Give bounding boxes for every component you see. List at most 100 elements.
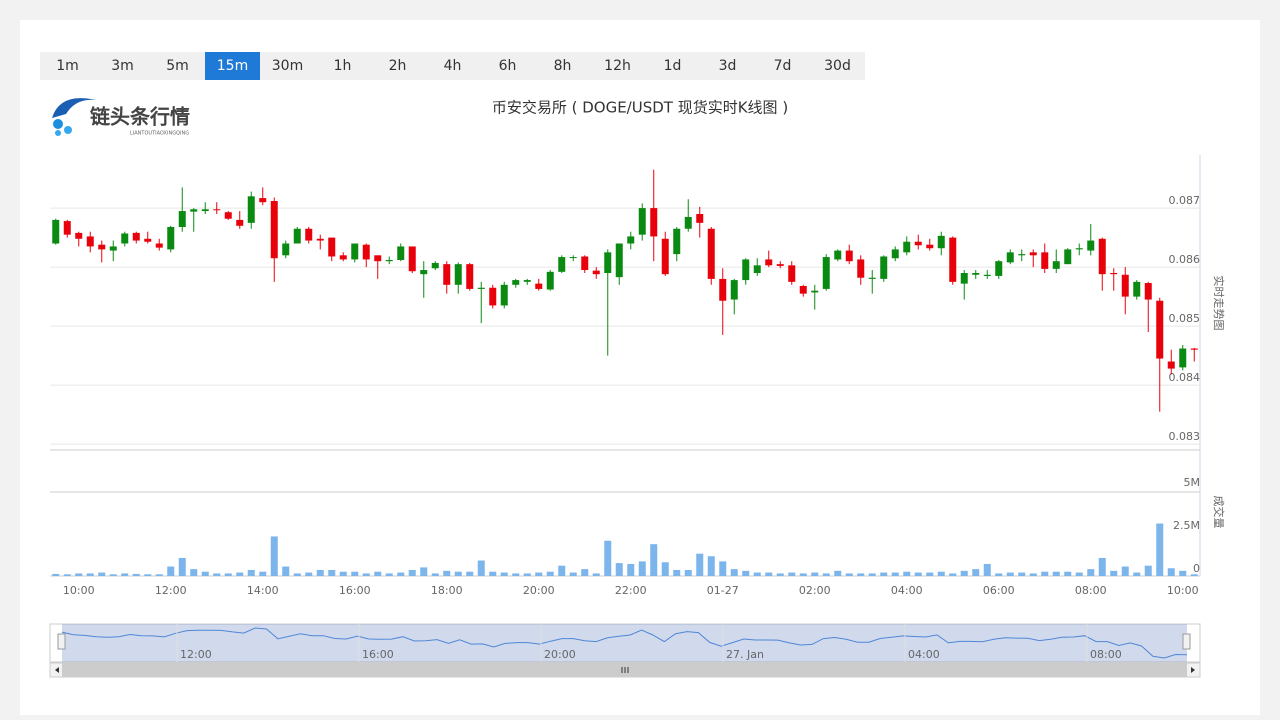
navigator-mask[interactable] <box>62 624 1187 662</box>
y-tick-label: 0.086 <box>1169 253 1201 266</box>
candle-body <box>822 257 830 289</box>
candle-body <box>109 246 117 251</box>
volume-bar <box>259 571 267 576</box>
candle-body <box>1018 254 1026 256</box>
candle-body <box>868 277 876 279</box>
candle-body <box>696 214 704 223</box>
scroll-right[interactable] <box>1191 667 1195 673</box>
x-tick-label: 14:00 <box>247 584 279 597</box>
x-tick-label: 20:00 <box>523 584 555 597</box>
candle-body <box>1075 248 1083 250</box>
interval-button[interactable]: 8h <box>553 58 572 74</box>
candle-body <box>190 209 198 212</box>
interval-button[interactable]: 15m <box>205 52 260 80</box>
candle-body <box>742 259 750 281</box>
volume-bar <box>431 573 439 576</box>
candle-body <box>1121 274 1129 297</box>
volume-bar <box>1064 571 1072 576</box>
candle-body <box>811 290 819 293</box>
candle-body <box>799 285 807 294</box>
candle-body <box>1133 281 1141 297</box>
candle-body <box>167 226 175 250</box>
volume-bar <box>845 573 853 576</box>
interval-button[interactable]: 3m <box>111 58 134 74</box>
volume-bar <box>650 544 658 576</box>
scrollbar-grip <box>621 667 629 673</box>
candle-body <box>247 196 255 223</box>
logo-dot <box>53 119 63 129</box>
volume-bar <box>1133 572 1141 576</box>
candle-body <box>408 246 416 272</box>
volume-bar <box>673 569 681 576</box>
volume-bar <box>615 563 623 576</box>
candle-body <box>52 219 60 244</box>
candle-body <box>1110 273 1118 275</box>
volume-bar <box>1179 570 1187 576</box>
x-tick-label: 12:00 <box>155 584 187 597</box>
interval-button[interactable]: 1m <box>56 58 79 74</box>
candle-body <box>903 241 911 253</box>
volume-bar <box>144 574 152 576</box>
scroll-left[interactable] <box>55 667 59 673</box>
volume-bar <box>190 569 198 576</box>
candle-body <box>420 270 428 275</box>
candle-body <box>615 243 623 278</box>
interval-button[interactable]: 6h <box>498 58 517 74</box>
logo: 链头条行情 LIANTOUTIAOXINGQING <box>52 98 190 137</box>
volume-bar <box>960 570 968 576</box>
candle-body <box>753 265 761 273</box>
candle-body <box>1156 300 1164 359</box>
volume-bar <box>351 571 359 576</box>
x-tick-label: 06:00 <box>983 584 1015 597</box>
interval-button[interactable]: 12h <box>604 58 631 74</box>
interval-button[interactable]: 1d <box>663 58 682 74</box>
volume-bar <box>247 569 255 576</box>
chart-title: 币安交易所 ( DOGE/USDT 现货实时K线图 ) <box>492 99 788 117</box>
candle-body <box>661 238 669 275</box>
volume-bar <box>604 540 612 576</box>
x-tick-label: 18:00 <box>431 584 463 597</box>
candle-body <box>995 261 1003 276</box>
interval-button[interactable]: 5m <box>166 58 189 74</box>
logo-dot <box>64 126 72 134</box>
candle-body <box>1087 240 1095 251</box>
volume-bar <box>293 573 301 576</box>
candle-body <box>673 228 681 255</box>
x-tick-label: 22:00 <box>615 584 647 597</box>
candle-body <box>75 232 83 239</box>
candle-body <box>1064 249 1072 265</box>
y-tick-label: 0.083 <box>1169 430 1201 443</box>
interval-button[interactable]: 30m <box>271 58 304 74</box>
interval-button[interactable]: 30d <box>824 58 851 74</box>
navigator-handle[interactable] <box>57 633 66 650</box>
candle-body <box>477 287 485 289</box>
interval-button[interactable]: 7d <box>773 58 792 74</box>
candle-body <box>178 211 186 227</box>
volume-bar <box>316 569 324 576</box>
candle-body <box>857 259 865 278</box>
volume-bar <box>305 572 313 576</box>
navigator-label: 12:00 <box>180 648 212 661</box>
volume-bar <box>972 569 980 576</box>
volume-bar <box>937 571 945 576</box>
candle-body <box>949 237 957 282</box>
interval-button[interactable]: 3d <box>718 58 737 74</box>
volume-bar <box>86 573 94 576</box>
candle-body <box>546 271 554 290</box>
navigator-handle[interactable] <box>1182 633 1191 650</box>
volume-bar <box>109 574 117 576</box>
interval-toolbar: 1m 3m 5m 15m 30m 1h 2h 4h 6h 8h 12h 1d 3d 7d 30d <box>40 52 865 80</box>
candle-body <box>523 280 531 282</box>
candle-body <box>960 273 968 284</box>
volume-bar <box>466 571 474 576</box>
volume-bar <box>753 572 761 576</box>
candle-body <box>1179 348 1187 368</box>
interval-button[interactable]: 1h <box>333 58 352 74</box>
volume-bar <box>719 561 727 576</box>
candle-body <box>144 238 152 242</box>
volume-bar <box>569 572 577 576</box>
candle-body <box>880 256 888 279</box>
interval-button[interactable]: 4h <box>443 58 462 74</box>
interval-button[interactable]: 2h <box>388 58 407 74</box>
